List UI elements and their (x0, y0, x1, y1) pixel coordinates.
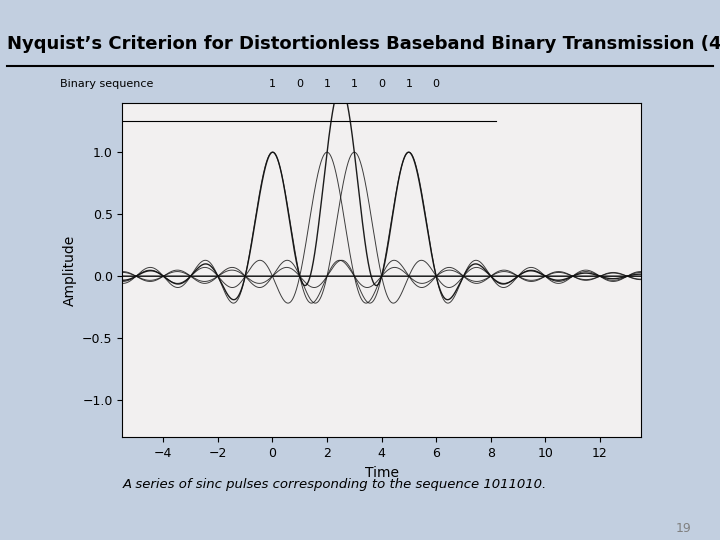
Text: 0: 0 (296, 79, 303, 89)
Text: 1: 1 (323, 79, 330, 89)
Text: 1: 1 (351, 79, 358, 89)
Text: A series of sinc pulses corresponding to the sequence 1011010.: A series of sinc pulses corresponding to… (122, 478, 546, 491)
Text: Binary sequence: Binary sequence (60, 79, 153, 89)
Text: Nyquist’s Criterion for Distortionless Baseband Binary Transmission (4): Nyquist’s Criterion for Distortionless B… (7, 35, 720, 52)
Text: 0: 0 (433, 79, 440, 89)
Y-axis label: Amplitude: Amplitude (63, 234, 76, 306)
Text: 0: 0 (378, 79, 385, 89)
X-axis label: Time: Time (364, 465, 399, 480)
Text: 19: 19 (675, 522, 691, 535)
Text: 1: 1 (269, 79, 276, 89)
Text: 1: 1 (405, 79, 413, 89)
